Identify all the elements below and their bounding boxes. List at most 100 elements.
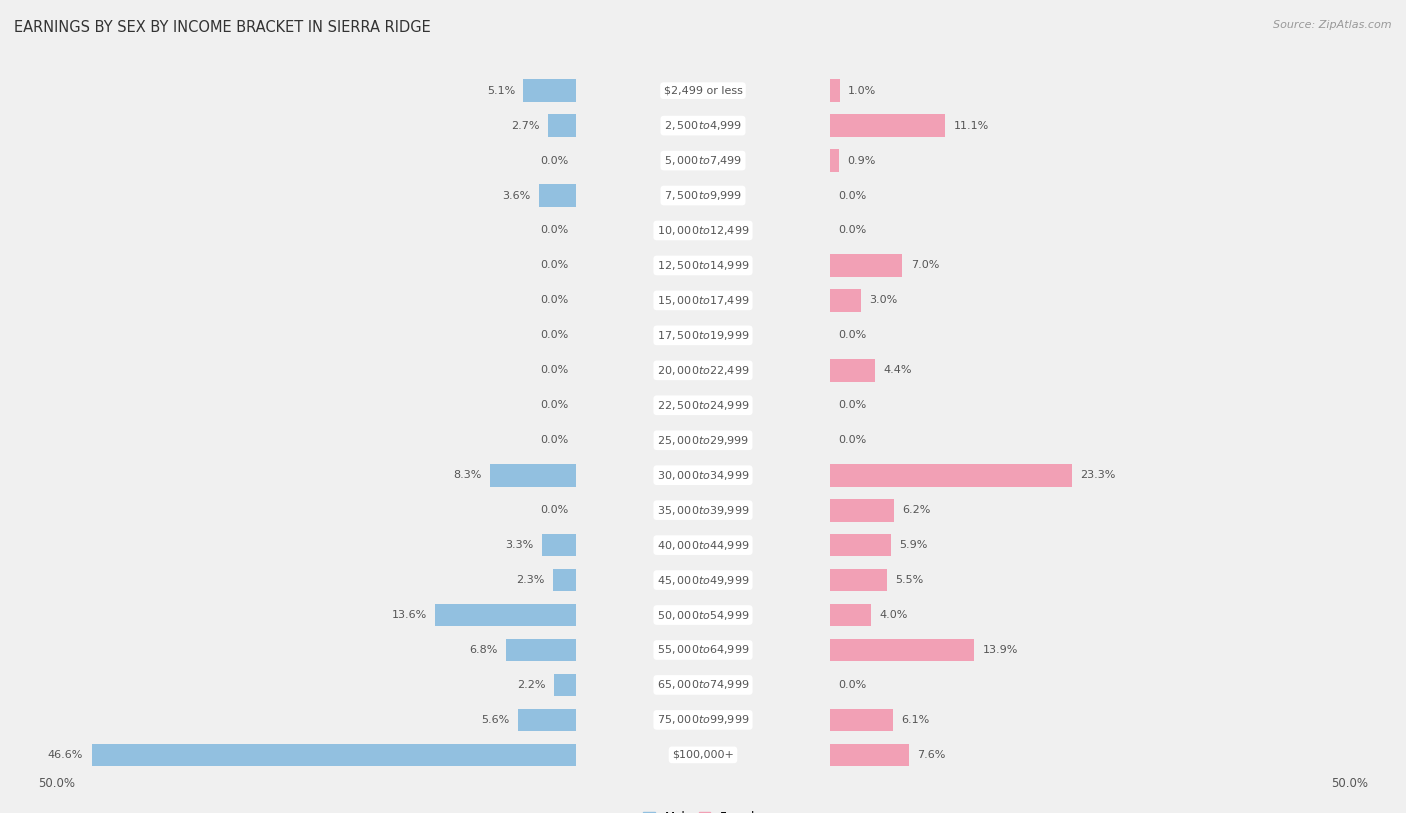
Bar <box>0 458 576 493</box>
Text: 0.0%: 0.0% <box>838 435 866 446</box>
Bar <box>553 569 576 591</box>
Bar <box>576 493 1406 528</box>
Bar <box>0 213 830 248</box>
Text: 2.2%: 2.2% <box>517 680 546 690</box>
Text: 4.0%: 4.0% <box>880 610 908 620</box>
Bar <box>0 528 576 563</box>
Bar <box>830 744 908 766</box>
Text: 0.0%: 0.0% <box>540 400 568 411</box>
Text: $2,499 or less: $2,499 or less <box>664 85 742 96</box>
Bar <box>576 598 1406 633</box>
Text: 0.0%: 0.0% <box>540 330 568 341</box>
Bar <box>0 143 576 178</box>
Text: $45,000 to $49,999: $45,000 to $49,999 <box>657 574 749 586</box>
Bar <box>519 709 576 731</box>
Bar <box>0 73 576 108</box>
Bar <box>0 737 576 772</box>
Text: 0.0%: 0.0% <box>540 365 568 376</box>
Bar <box>0 353 576 388</box>
Text: $30,000 to $34,999: $30,000 to $34,999 <box>657 469 749 481</box>
Text: 5.1%: 5.1% <box>486 85 515 96</box>
Bar <box>0 248 576 283</box>
Bar <box>830 604 872 626</box>
Bar <box>0 737 830 772</box>
Text: 11.1%: 11.1% <box>953 120 988 131</box>
Bar <box>0 283 830 318</box>
Bar <box>0 598 830 633</box>
Text: 0.0%: 0.0% <box>540 260 568 271</box>
Bar <box>0 702 830 737</box>
Bar <box>0 633 830 667</box>
Text: 3.3%: 3.3% <box>506 540 534 550</box>
Text: 0.0%: 0.0% <box>838 190 866 201</box>
Text: 0.0%: 0.0% <box>838 225 866 236</box>
Text: 4.4%: 4.4% <box>883 365 912 376</box>
Bar <box>576 667 1406 702</box>
Bar <box>576 283 1406 318</box>
Bar <box>0 318 576 353</box>
Bar <box>491 464 576 486</box>
Text: 6.1%: 6.1% <box>901 715 929 725</box>
Bar <box>0 388 576 423</box>
Bar <box>0 388 830 423</box>
Bar <box>0 563 576 598</box>
Text: 6.8%: 6.8% <box>470 645 498 655</box>
Bar <box>0 178 576 213</box>
Text: 0.0%: 0.0% <box>838 400 866 411</box>
Bar <box>506 639 576 661</box>
Text: 13.9%: 13.9% <box>983 645 1018 655</box>
Text: $50,000 to $54,999: $50,000 to $54,999 <box>657 609 749 621</box>
Text: $65,000 to $74,999: $65,000 to $74,999 <box>657 679 749 691</box>
Bar <box>0 598 576 633</box>
Bar <box>830 115 945 137</box>
Text: 2.7%: 2.7% <box>512 120 540 131</box>
Bar <box>0 667 830 702</box>
Bar <box>830 534 891 556</box>
Text: 0.0%: 0.0% <box>838 330 866 341</box>
Bar <box>0 283 576 318</box>
Bar <box>576 563 1406 598</box>
Bar <box>576 73 1406 108</box>
Bar <box>434 604 576 626</box>
Text: $75,000 to $99,999: $75,000 to $99,999 <box>657 714 749 726</box>
Text: 1.0%: 1.0% <box>848 85 876 96</box>
Bar <box>830 359 876 381</box>
Text: 8.3%: 8.3% <box>453 470 482 480</box>
Bar <box>576 248 1406 283</box>
Bar <box>0 423 576 458</box>
Bar <box>554 674 576 696</box>
Bar <box>0 458 830 493</box>
Text: $17,500 to $19,999: $17,500 to $19,999 <box>657 329 749 341</box>
Text: 0.0%: 0.0% <box>540 505 568 515</box>
Bar <box>576 458 1406 493</box>
Bar <box>576 108 1406 143</box>
Text: 2.3%: 2.3% <box>516 575 544 585</box>
Legend: Male, Female: Male, Female <box>638 806 768 813</box>
Bar <box>0 248 830 283</box>
Bar <box>830 709 893 731</box>
Text: 0.9%: 0.9% <box>848 155 876 166</box>
Text: $22,500 to $24,999: $22,500 to $24,999 <box>657 399 749 411</box>
Text: $25,000 to $29,999: $25,000 to $29,999 <box>657 434 749 446</box>
Bar <box>830 499 894 521</box>
Bar <box>830 639 974 661</box>
Bar <box>576 143 1406 178</box>
Bar <box>0 318 830 353</box>
Bar <box>0 633 576 667</box>
Bar <box>830 464 1071 486</box>
Bar <box>576 318 1406 353</box>
Text: 46.6%: 46.6% <box>48 750 83 760</box>
Bar <box>0 213 576 248</box>
Text: $12,500 to $14,999: $12,500 to $14,999 <box>657 259 749 272</box>
Text: 3.6%: 3.6% <box>502 190 530 201</box>
Bar <box>0 178 830 213</box>
Bar <box>0 108 576 143</box>
Bar <box>576 702 1406 737</box>
Bar <box>576 388 1406 423</box>
Bar <box>0 528 830 563</box>
Text: 0.0%: 0.0% <box>540 435 568 446</box>
Bar <box>576 528 1406 563</box>
Text: 0.0%: 0.0% <box>540 225 568 236</box>
Bar <box>0 493 830 528</box>
Text: 7.0%: 7.0% <box>911 260 939 271</box>
